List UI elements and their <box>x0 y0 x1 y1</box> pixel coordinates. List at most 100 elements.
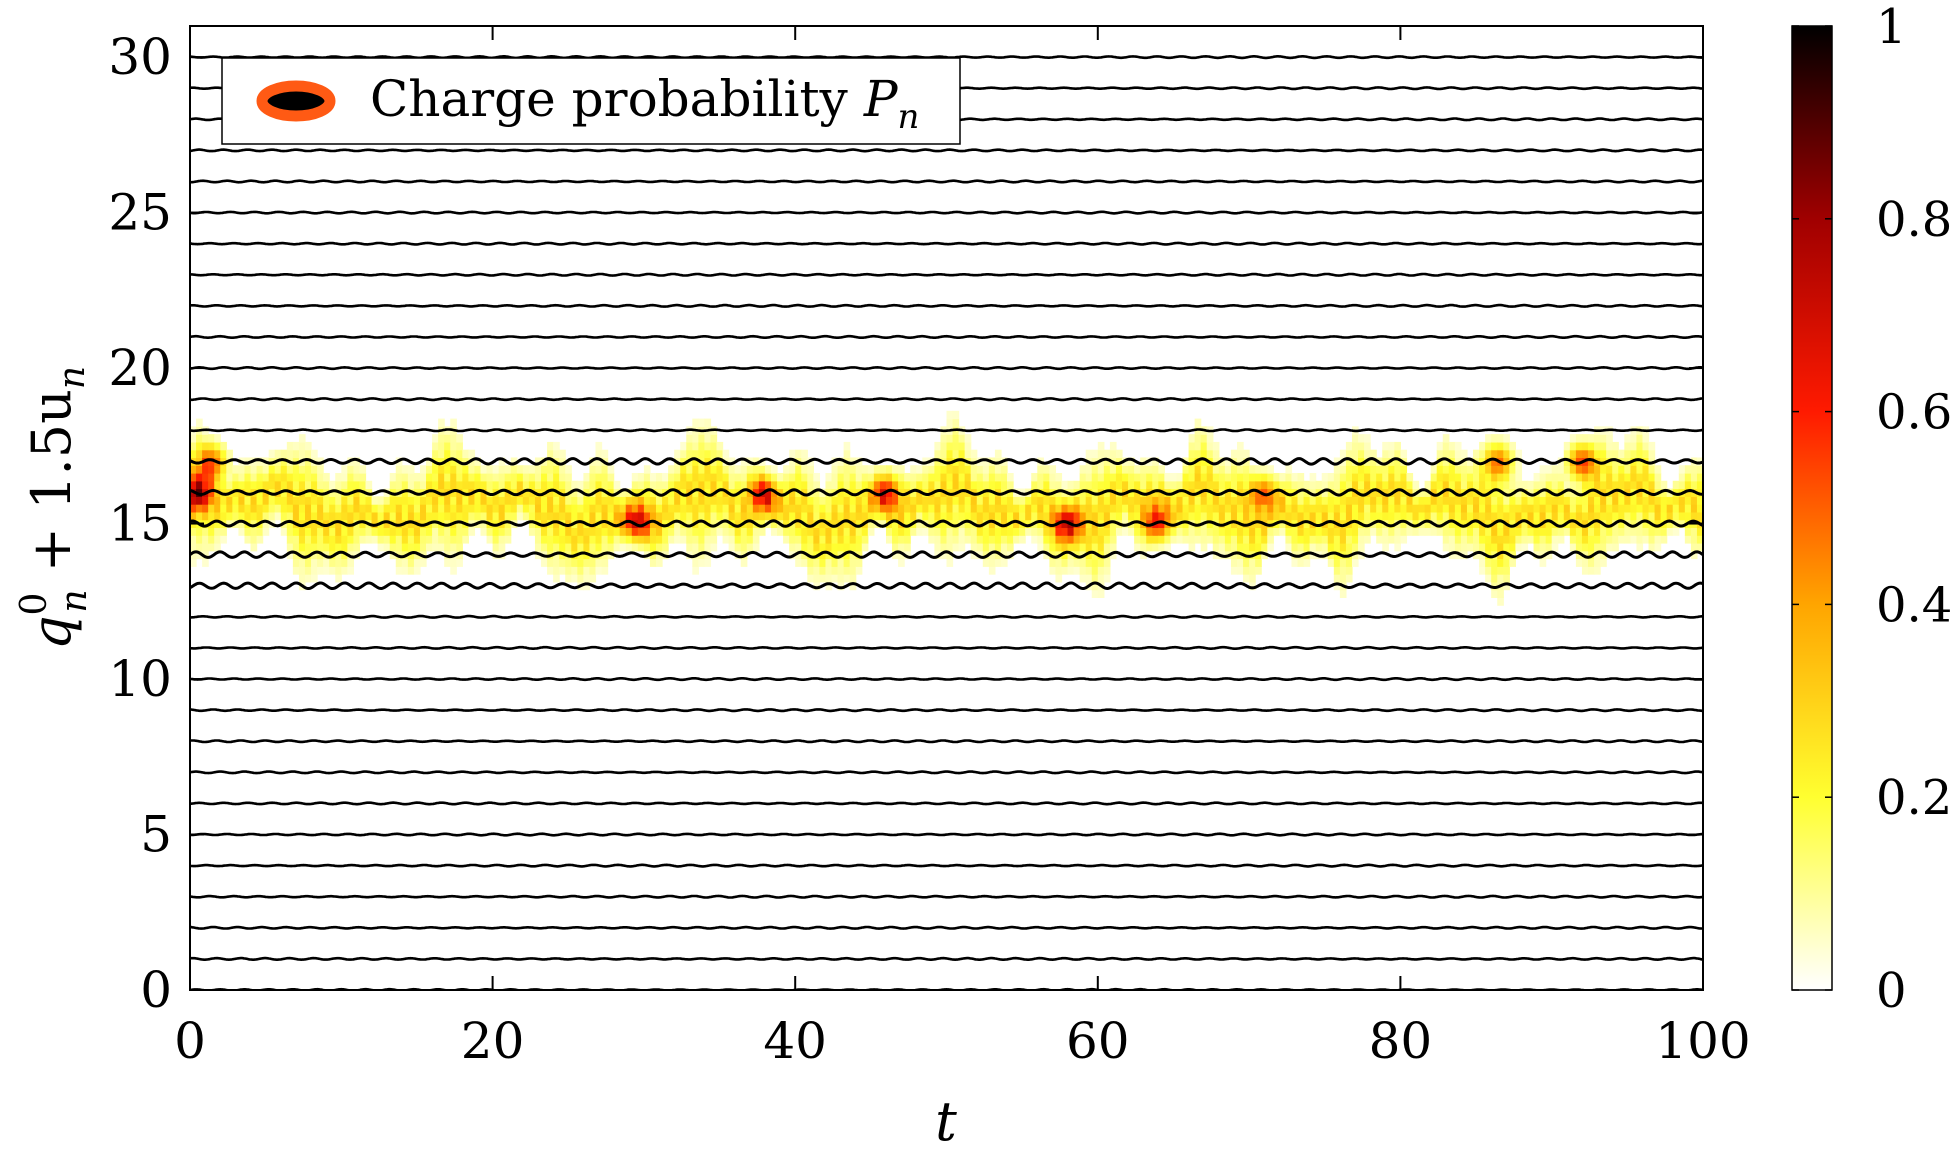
heatmap-cell <box>1533 519 1541 529</box>
heatmap-cell <box>1473 496 1480 505</box>
heatmap-cell <box>1122 504 1129 513</box>
heatmap-cell <box>1479 473 1486 482</box>
heatmap-cell <box>734 519 742 529</box>
heatmap-cell <box>196 504 203 513</box>
heatmap-cell <box>1430 511 1438 521</box>
heatmap-cell <box>1351 550 1359 560</box>
heatmap-cell <box>1684 488 1692 497</box>
heatmap-cell <box>825 542 833 552</box>
heatmap-cell <box>1412 480 1420 490</box>
heatmap-cell <box>1279 519 1287 529</box>
heatmap-cell <box>1515 480 1523 490</box>
heatmap-cell <box>1164 480 1172 490</box>
heatmap-cell <box>1261 504 1268 513</box>
heatmap-cell <box>1491 566 1498 575</box>
heatmap-cell <box>1370 511 1377 521</box>
heatmap-cell <box>831 511 839 521</box>
heatmap-cell <box>1061 527 1069 536</box>
heatmap-cell <box>413 473 421 482</box>
heatmap-cell <box>1509 480 1516 490</box>
heatmap-cell <box>504 511 512 521</box>
heatmap-cell <box>1097 535 1105 544</box>
heatmap-cell <box>873 473 881 482</box>
heatmap-cell <box>1055 511 1063 521</box>
heatmap-cell <box>1267 473 1274 482</box>
heatmap-cell <box>928 496 935 505</box>
heatmap-cell <box>843 511 851 521</box>
heatmap-cell <box>329 558 336 567</box>
heatmap-cell <box>371 511 379 521</box>
heatmap-cell <box>1194 504 1202 513</box>
heatmap-cell <box>1594 511 1601 521</box>
heatmap-cell <box>1109 527 1117 536</box>
heatmap-cell <box>637 519 645 529</box>
heatmap-cell <box>1097 542 1105 552</box>
heatmap-cell <box>1091 504 1099 513</box>
heatmap-cell <box>468 511 476 521</box>
heatmap-cell <box>553 473 560 482</box>
heatmap-cell <box>238 473 246 482</box>
heatmap-cell <box>631 542 639 552</box>
heatmap-cell <box>976 527 984 536</box>
heatmap-cell <box>1212 511 1220 521</box>
heatmap-cell <box>1273 473 1280 482</box>
heatmap-cell <box>1479 465 1486 474</box>
heatmap-cell <box>1497 535 1504 544</box>
heatmap-cell <box>976 504 984 513</box>
heatmap-cell <box>1285 488 1293 497</box>
heatmap-cell <box>1442 457 1450 466</box>
heatmap-cell <box>946 542 954 552</box>
y-axis-label: q0n + 1.5un <box>14 366 95 650</box>
heatmap-cell <box>571 558 578 567</box>
heatmap-cell <box>928 465 935 474</box>
heatmap-cell <box>419 535 427 544</box>
heatmap-cell <box>528 496 536 505</box>
heatmap-cell <box>898 465 905 474</box>
heatmap-cell <box>311 527 318 536</box>
heatmap-cell <box>807 574 814 583</box>
heatmap-cell <box>946 418 954 427</box>
heatmap-cell <box>1097 566 1105 575</box>
heatmap-cell <box>317 535 324 544</box>
heatmap-cell <box>855 511 863 521</box>
heatmap-cell <box>547 441 554 451</box>
heatmap-cell <box>522 465 530 474</box>
site-line-25 <box>190 210 1703 215</box>
heatmap-cell <box>323 504 330 513</box>
heatmap-cell <box>1158 542 1165 552</box>
heatmap-cell <box>1370 480 1377 490</box>
heatmap-cell <box>401 527 409 536</box>
heatmap-cell <box>1618 511 1625 521</box>
heatmap-cell <box>601 542 609 552</box>
heatmap-cell <box>873 511 881 521</box>
heatmap-cell <box>1479 542 1486 552</box>
heatmap-cell <box>1206 511 1214 521</box>
legend-label: Charge probability <box>370 70 849 128</box>
heatmap-cell <box>982 496 990 505</box>
heatmap-cell <box>1249 542 1256 552</box>
heatmap-cell <box>1073 542 1081 552</box>
heatmap-cell <box>1473 535 1480 544</box>
heatmap-cell <box>904 519 911 529</box>
heatmap-cell <box>752 496 760 505</box>
heatmap-cell <box>722 527 730 536</box>
heatmap-cell <box>480 496 488 505</box>
heatmap-cell <box>1013 527 1020 536</box>
heatmap-cell <box>1128 457 1135 466</box>
heatmap-cell <box>1394 527 1401 536</box>
heatmap-cell <box>1061 519 1069 529</box>
heatmap-cell <box>456 535 463 544</box>
heatmap-cell <box>1479 527 1486 536</box>
heatmap-cell <box>952 535 960 544</box>
heatmap-cell <box>462 504 469 513</box>
heatmap-cell <box>1237 441 1244 451</box>
heatmap-cell <box>619 504 627 513</box>
heatmap-cell <box>1073 480 1081 490</box>
heatmap-cell <box>1569 542 1577 552</box>
heatmap-cell <box>831 496 839 505</box>
heatmap-cell <box>825 496 833 505</box>
heatmap-cell <box>940 550 948 560</box>
heatmap-cell <box>1600 488 1607 497</box>
heatmap-cell <box>196 418 203 427</box>
